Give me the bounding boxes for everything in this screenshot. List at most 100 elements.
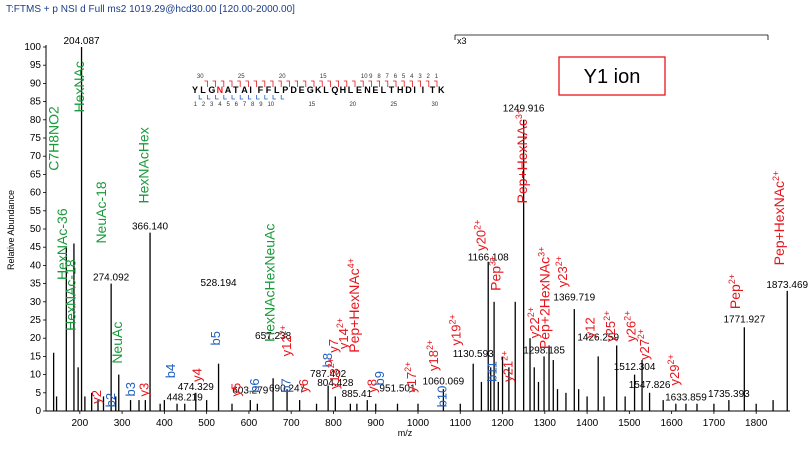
residue-31: K [438, 85, 445, 95]
mass-label-4: 474.329 [178, 382, 215, 393]
mass-label-10: 804.428 [317, 378, 354, 389]
y-index-4: 10 [361, 74, 368, 80]
b-index-6: 7 [243, 102, 247, 108]
mass-label-2: 274.092 [93, 273, 130, 284]
b-index-1: 2 [202, 102, 206, 108]
b-cleavage-2 [215, 95, 219, 100]
y-axis-title: Relative Abundance [6, 190, 16, 270]
y-tick-label-60: 60 [30, 188, 42, 199]
ion-annotation-37: Pep+2HexNAc3+ [536, 247, 552, 349]
ion-annotation-28: y182+ [425, 340, 441, 371]
residue-28: I [413, 85, 416, 95]
y-tick-label-25: 25 [30, 315, 42, 326]
b-cleavage-9 [272, 95, 276, 100]
x-tick-label-200: 200 [71, 418, 88, 429]
y1-ion-badge-frame [558, 56, 666, 96]
residue-29: I [422, 85, 425, 95]
residue-12: P [282, 85, 288, 95]
y-cleavage-5 [237, 80, 241, 87]
ion-annotation-31: y202+ [473, 220, 489, 251]
y-index-3: 15 [320, 74, 327, 80]
residue-21: E [356, 85, 362, 95]
y-index-9: 5 [402, 74, 406, 80]
ion-annotation-30: b10 [434, 386, 449, 408]
y-tick-label-20: 20 [30, 333, 42, 344]
y-tick-label-15: 15 [30, 351, 42, 362]
ion-annotation-3: HexNAc-18 [63, 259, 79, 331]
b-cleavage-5 [239, 95, 244, 100]
x-tick-label-900: 900 [367, 418, 384, 429]
b-cleavage-3 [223, 95, 227, 100]
y-cleavage-25 [401, 80, 405, 87]
x-tick-label-1600: 1600 [661, 418, 684, 429]
y-index-11: 3 [418, 74, 422, 80]
mass-label-23: 1735.393 [708, 389, 750, 400]
x-tick-label-700: 700 [283, 418, 300, 429]
residue-30: T [430, 85, 436, 95]
ion-annotation-45: Pep+HexNAc2+ [771, 171, 787, 266]
residue-3: G [208, 85, 215, 95]
ion-annotation-32: Pep3+ [487, 256, 503, 291]
b-index-12: 25 [390, 102, 397, 108]
x-tick-label-500: 500 [198, 418, 215, 429]
y-cleavage-20 [360, 80, 364, 87]
ion-annotation-7: HexNAcHexNeuAc [261, 224, 277, 342]
b-index-7: 8 [251, 102, 255, 108]
y-tick-label-45: 45 [30, 242, 42, 253]
residue-27: D [405, 85, 412, 95]
y-cleavage-17 [335, 80, 339, 87]
residue-5: A [225, 85, 232, 95]
b-cleavage-6 [248, 95, 252, 100]
mass-label-6: 657.238 [255, 331, 292, 342]
y-tick-label-75: 75 [30, 133, 42, 144]
mass-label-19: 1426.259 [577, 333, 619, 344]
y-index-10: 4 [410, 74, 414, 80]
ion-annotation-44: Pep2+ [727, 274, 743, 309]
y-tick-label-0: 0 [35, 406, 41, 417]
y-cleavage-3 [220, 80, 225, 87]
scale-factor-label: x3 [457, 36, 467, 46]
residue-23: E [372, 85, 378, 95]
ion-annotation-9: b2 [103, 393, 118, 407]
b-cleavage-7 [256, 95, 260, 100]
x-tick-label-1000: 1000 [407, 418, 430, 429]
ion-annotation-42: y272+ [636, 329, 652, 360]
ion-annotation-21: y7 [326, 339, 341, 353]
scan-header: T:FTMS + p NSI d Full ms2 1019.29@hcd30.… [6, 4, 295, 15]
residue-2: L [200, 85, 206, 95]
residue-22: N [364, 85, 371, 95]
residue-19: H [340, 85, 347, 95]
mass-label-14: 1130.593 [453, 349, 494, 360]
ion-annotation-6: NeuAc [109, 322, 125, 364]
residue-4: N [217, 85, 224, 95]
ion-annotation-16: b6 [247, 378, 262, 392]
b-cleavage-1 [207, 95, 211, 100]
y-tick-label-35: 35 [30, 279, 42, 290]
b-index-3: 4 [218, 102, 222, 108]
mass-label-22: 1633.859 [665, 393, 707, 404]
y-cleavage-13 [302, 80, 307, 87]
residue-6: T [233, 85, 239, 95]
mass-label-7: 603.279 [232, 385, 269, 396]
peak-bars [52, 47, 788, 411]
ion-annotation-8: y2 [89, 390, 104, 404]
y-cleavage-10 [278, 80, 282, 87]
mass-label-5: 448.219 [167, 393, 204, 404]
b-index-10: 15 [308, 102, 315, 108]
mass-label-18: 1369.719 [553, 293, 595, 304]
y-cleavage-21 [368, 80, 372, 87]
peak-mass-labels: 204.087 366.140 274.092 528.194 474.329448.2… [63, 36, 808, 404]
y-cleavage-29 [434, 80, 438, 87]
mass-label-0: 204.087 [63, 36, 100, 47]
y-cleavage-27 [417, 80, 421, 87]
b-cleavage-10 [280, 95, 285, 100]
b-index-2: 3 [210, 102, 214, 108]
y-index-6: 8 [377, 74, 381, 80]
y-cleavage-1 [204, 80, 208, 87]
residue-9: F [258, 85, 264, 95]
x-tick-label-1800: 1800 [745, 418, 768, 429]
y-cleavage-24 [393, 80, 397, 87]
y-tick-label-90: 90 [30, 78, 42, 89]
